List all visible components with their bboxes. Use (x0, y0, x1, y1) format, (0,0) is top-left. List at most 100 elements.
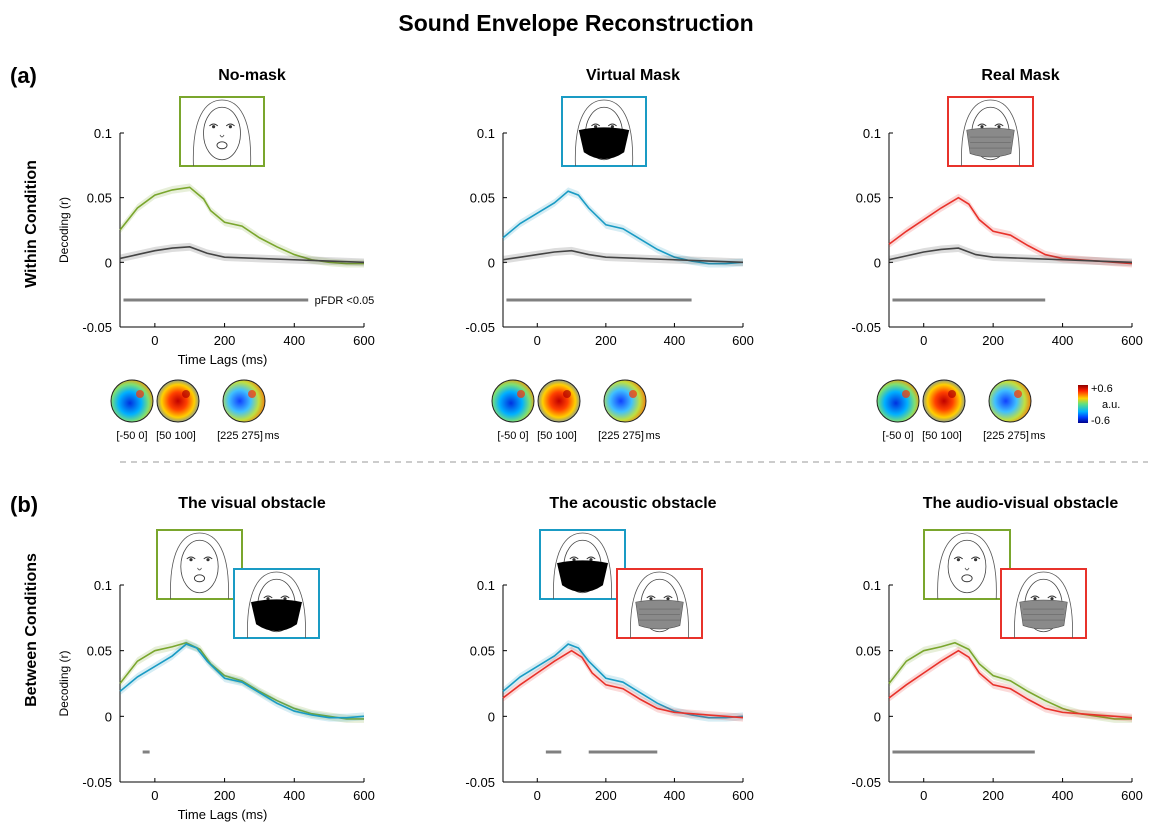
chart-panel-5: The acoustic obstacle -0.05 0 0.05 0.1 0 200 40… (465, 495, 753, 803)
significance-label: pFDR <0.05 (315, 295, 375, 307)
chart-panel-1: No-mask -0.05 0 0.05 0.1 0 200 400 600 Decoding (… (57, 67, 375, 367)
right-eye (1047, 595, 1057, 599)
picture-frame (179, 96, 265, 167)
x-tick-label: 400 (1052, 788, 1074, 803)
face-outline (203, 106, 241, 161)
right-pupil (610, 125, 615, 129)
panel-title: The acoustic obstacle (549, 495, 716, 512)
topography-label: [-50 0] (882, 430, 913, 442)
hair-outline (192, 99, 252, 167)
topography-map-icon (156, 379, 200, 423)
right-pupil (666, 597, 670, 601)
y-tick-label: -0.05 (851, 320, 881, 335)
series-error-band (120, 640, 364, 722)
mouth (193, 574, 206, 583)
picture-frame (923, 529, 1011, 600)
x-tick-label: 200 (214, 333, 236, 348)
x-tick-label: 400 (1052, 333, 1074, 348)
series-error-band (120, 242, 364, 267)
face-outline (947, 539, 987, 594)
right-pupil (206, 558, 210, 562)
topography-map-icon (110, 379, 154, 423)
topography-maps: [-50 0] [50 100] [225 275] ms [-50 0] [50 100… (110, 379, 1046, 442)
series-error-band (503, 640, 743, 722)
face-virtual-mask-icon (233, 568, 320, 639)
series-error-band (889, 244, 1132, 267)
hair-outline (553, 532, 612, 600)
series-line-no_mask (119, 641, 364, 720)
y-tick-label: 0.1 (477, 578, 495, 593)
right-pupil (283, 597, 287, 601)
x-tick-label: 200 (595, 333, 617, 348)
topography-map-icon (491, 379, 535, 423)
series-line-baseline (502, 249, 744, 264)
y-axis-label: Decoding (r) (57, 650, 71, 716)
face-virtual-mask-icon (561, 96, 647, 167)
face-real-mask-icon (947, 96, 1034, 167)
right-eye (225, 123, 235, 127)
topography-hotspot (1014, 390, 1022, 398)
y-tick-label: 0 (105, 709, 112, 724)
face-no-mask-icon (923, 529, 1011, 600)
chart-panel-2: Virtual Mask -0.05 0 0.05 0.1 0 200 400 600 (465, 67, 753, 348)
figure-title: Sound Envelope Reconstruction (398, 10, 753, 36)
y-tick-label: 0.05 (856, 191, 881, 206)
topography-hotspot (948, 390, 956, 398)
right-pupil (974, 558, 978, 562)
hair-outline (1014, 571, 1073, 639)
left-pupil (1033, 597, 1037, 601)
x-tick-label: 600 (353, 788, 375, 803)
right-eye (607, 123, 617, 127)
y-tick-label: 0 (488, 255, 495, 270)
right-eye (970, 556, 981, 560)
hair-outline (961, 99, 1020, 167)
hair-outline (937, 532, 997, 600)
series-error-band (889, 646, 1132, 722)
mouth (961, 574, 973, 583)
face-no-mask-icon (179, 96, 265, 167)
left-pupil (649, 597, 653, 601)
colorbar-unit-label: a.u. (1102, 399, 1120, 411)
x-tick-label: 200 (982, 788, 1004, 803)
y-tick-label: 0.1 (863, 126, 881, 141)
x-tick-label: 600 (732, 788, 754, 803)
y-tick-label: 0 (874, 255, 881, 270)
face-no-mask-icon (156, 529, 243, 600)
y-tick-label: 0.1 (477, 126, 495, 141)
topography-label: ms (646, 430, 661, 442)
topography-map-icon (222, 379, 266, 423)
black-mask (251, 599, 302, 632)
topography-label: ms (265, 430, 280, 442)
colorbar-gradient (1078, 385, 1088, 423)
topography-hotspot (517, 390, 525, 398)
left-eye (209, 123, 219, 127)
nose (964, 567, 970, 571)
x-tick-label: 600 (1121, 333, 1143, 348)
topography-label: [-50 0] (497, 430, 528, 442)
y-tick-label: 0 (488, 709, 495, 724)
topography-hotspot (902, 390, 910, 398)
row-a-tag: (a) (10, 63, 37, 88)
x-tick-label: 0 (920, 788, 927, 803)
y-tick-label: -0.05 (82, 320, 112, 335)
hair-outline (170, 532, 229, 600)
right-pupil (228, 125, 232, 129)
face-real-mask-icon (616, 568, 703, 639)
topography-hotspot (136, 390, 144, 398)
left-eye (1030, 595, 1040, 599)
x-tick-label: 0 (534, 333, 541, 348)
topography-label: [50 100] (537, 430, 577, 442)
x-tick-label: 600 (1121, 788, 1143, 803)
series-line-baseline (888, 247, 1133, 264)
topography-map-icon (922, 379, 966, 423)
x-tick-label: 600 (353, 333, 375, 348)
topography-hotspot (248, 390, 256, 398)
y-tick-label: 0 (105, 255, 112, 270)
chart-panel-6: The audio-visual obstacle -0.05 0 0.05 0.1 0 2… (851, 495, 1142, 803)
row-a-label: Within Condition (23, 160, 40, 288)
hair-outline (630, 571, 689, 639)
picture-frame (156, 529, 243, 600)
left-pupil (266, 597, 270, 601)
series-line-virtual_mask (119, 643, 365, 719)
